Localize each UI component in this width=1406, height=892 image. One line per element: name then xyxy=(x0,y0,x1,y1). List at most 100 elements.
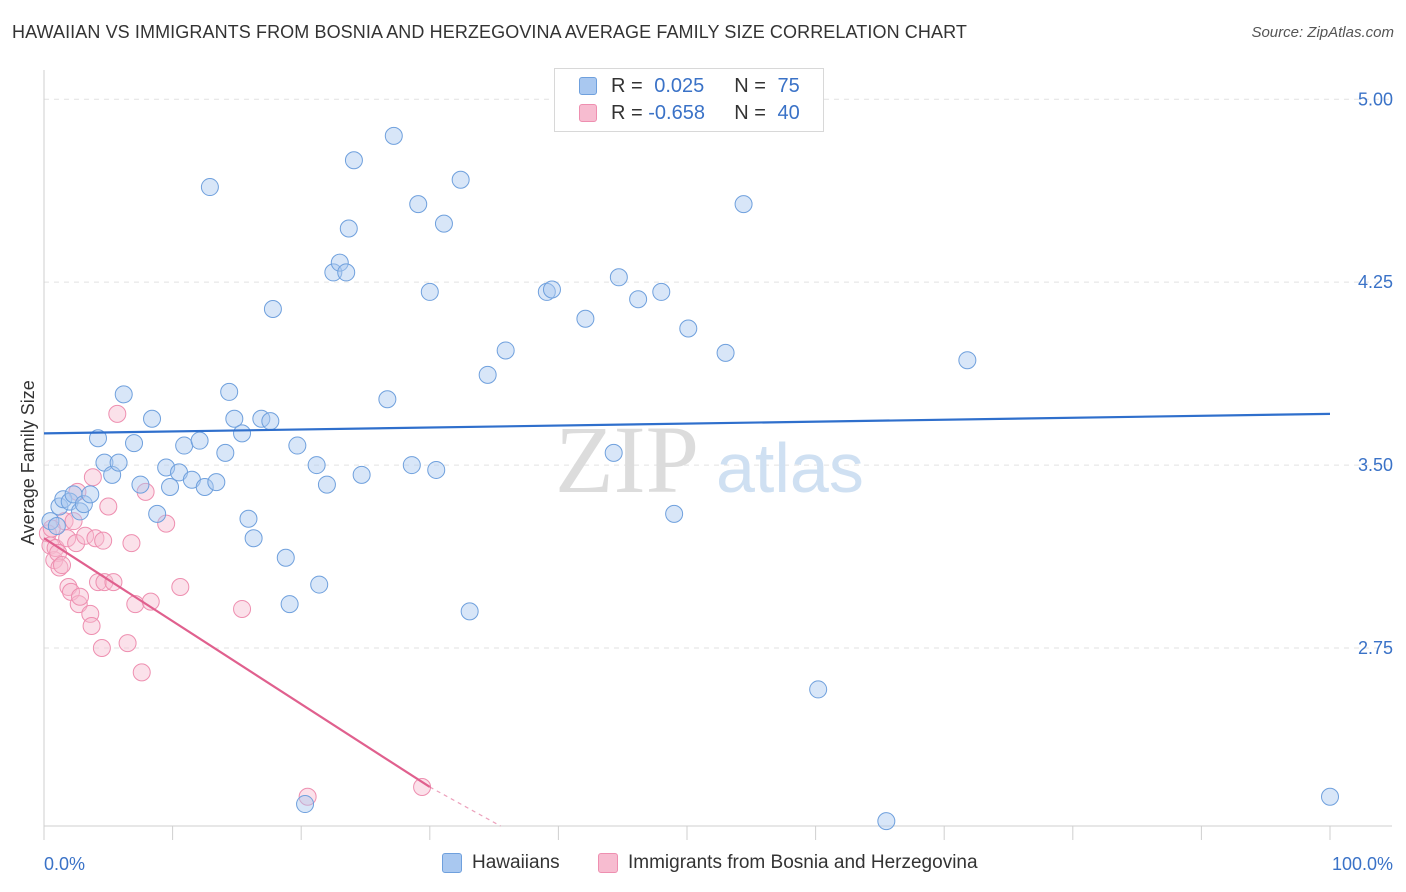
data-point-hawaiians xyxy=(402,456,421,475)
data-point-hawaiians xyxy=(496,341,515,360)
data-point-bosnia xyxy=(92,638,111,657)
legend-swatch-pink xyxy=(579,104,597,122)
data-point-bosnia xyxy=(157,514,176,533)
data-point-hawaiians xyxy=(665,504,684,523)
data-point-bosnia xyxy=(58,529,77,548)
legend-n-value: 40 xyxy=(777,101,800,124)
data-point-hawaiians xyxy=(261,412,280,431)
data-point-hawaiians xyxy=(958,351,977,370)
data-point-bosnia xyxy=(132,663,151,682)
chart-title: HAWAIIAN VS IMMIGRANTS FROM BOSNIA AND H… xyxy=(12,22,967,42)
data-point-hawaiians xyxy=(604,443,623,462)
data-point-hawaiians xyxy=(337,263,356,282)
data-point-hawaiians xyxy=(244,529,263,548)
data-point-hawaiians xyxy=(288,436,307,455)
data-point-hawaiians xyxy=(427,460,446,479)
axes xyxy=(43,70,1392,840)
data-point-hawaiians xyxy=(339,219,358,238)
gridlines xyxy=(44,98,1392,649)
data-point-hawaiians xyxy=(220,382,239,401)
data-point-bosnia xyxy=(76,526,95,545)
data-point-hawaiians xyxy=(679,319,698,338)
y-tick-label: 4.25 xyxy=(1358,272,1393,292)
data-point-hawaiians xyxy=(190,431,209,450)
source-label: Source: ZipAtlas.com xyxy=(1251,24,1394,41)
data-point-hawaiians xyxy=(239,509,258,528)
legend-r-label: R = xyxy=(611,74,649,97)
data-point-hawaiians xyxy=(478,365,497,384)
data-point-bosnia xyxy=(122,534,141,553)
data-point-hawaiians xyxy=(200,178,219,197)
data-point-hawaiians xyxy=(434,214,453,233)
data-point-bosnia xyxy=(108,404,127,423)
data-point-hawaiians xyxy=(352,465,371,484)
y-tick-label: 3.50 xyxy=(1358,455,1393,475)
data-point-hawaiians xyxy=(409,195,428,214)
watermark-zip: ZIP xyxy=(555,406,699,513)
data-point-hawaiians xyxy=(609,268,628,287)
data-point-hawaiians xyxy=(131,475,150,494)
y-tick-label: 2.75 xyxy=(1358,638,1393,658)
data-point-hawaiians xyxy=(809,680,828,699)
data-point-hawaiians xyxy=(195,478,214,497)
legend-r-value: -0.658 xyxy=(648,101,705,124)
legend-item-bosnia: Immigrants from Bosnia and Herzegovina xyxy=(598,852,978,874)
data-point-hawaiians xyxy=(175,436,194,455)
data-point-bosnia xyxy=(64,512,83,531)
data-point-hawaiians xyxy=(716,343,735,362)
data-point-bosnia xyxy=(298,787,317,806)
legend-swatch-hawaiians xyxy=(442,853,462,873)
data-point-bosnia xyxy=(53,556,72,575)
data-point-bosnia xyxy=(50,558,69,577)
data-point-hawaiians xyxy=(310,575,329,594)
trend-line-hawaiians xyxy=(43,412,1331,435)
tick-labels: 2.75 3.50 4.25 5.00 0.0% 100.0% xyxy=(44,89,1393,874)
series-bosnia-points xyxy=(38,404,432,806)
trend-line-bosnia xyxy=(43,537,431,788)
trend-line-bosnia-extrapolated xyxy=(429,786,501,827)
data-point-hawaiians xyxy=(207,473,226,492)
legend-n-label: N = xyxy=(734,101,772,124)
legend-r-value: 0.025 xyxy=(654,74,705,97)
data-point-bosnia xyxy=(67,534,86,553)
data-point-hawaiians xyxy=(89,429,108,448)
data-point-hawaiians xyxy=(877,812,896,831)
data-point-hawaiians xyxy=(74,495,93,514)
data-point-hawaiians xyxy=(420,282,439,301)
data-point-hawaiians xyxy=(460,602,479,621)
data-point-bosnia xyxy=(69,595,88,614)
data-point-bosnia xyxy=(59,578,78,597)
data-point-hawaiians xyxy=(143,409,162,428)
data-point-bosnia xyxy=(94,531,113,550)
data-point-hawaiians xyxy=(296,795,315,814)
legend-r-label: R = xyxy=(611,101,649,124)
data-point-bosnia xyxy=(171,578,190,597)
data-point-hawaiians xyxy=(734,195,753,214)
data-point-hawaiians xyxy=(451,170,470,189)
data-point-hawaiians xyxy=(317,475,336,494)
data-point-bosnia xyxy=(42,519,61,538)
data-point-hawaiians xyxy=(216,443,235,462)
data-point-hawaiians xyxy=(652,282,671,301)
x-tick-label: 0.0% xyxy=(44,854,85,874)
y-axis-label: Average Family Size xyxy=(18,380,38,545)
data-point-hawaiians xyxy=(307,456,326,475)
legend-swatch-bosnia xyxy=(598,853,618,873)
stats-legend: R = 0.025 N = 75 R = -0.658 N = 40 xyxy=(554,68,824,132)
data-point-hawaiians xyxy=(161,478,180,497)
legend-label-hawaiians: Hawaiians xyxy=(472,852,560,873)
data-point-hawaiians xyxy=(576,309,595,328)
data-point-hawaiians xyxy=(378,390,397,409)
data-point-hawaiians xyxy=(225,409,244,428)
data-point-hawaiians xyxy=(148,504,167,523)
data-point-hawaiians xyxy=(125,434,144,453)
data-point-hawaiians xyxy=(330,253,349,272)
data-point-hawaiians xyxy=(537,282,556,301)
legend-item-hawaiians: Hawaiians xyxy=(442,852,560,874)
x-tick-label: 100.0% xyxy=(1332,854,1393,874)
data-point-hawaiians xyxy=(542,280,561,299)
data-point-hawaiians xyxy=(629,290,648,309)
data-point-hawaiians xyxy=(384,126,403,145)
data-point-bosnia xyxy=(83,468,102,487)
data-point-hawaiians xyxy=(1321,787,1339,806)
